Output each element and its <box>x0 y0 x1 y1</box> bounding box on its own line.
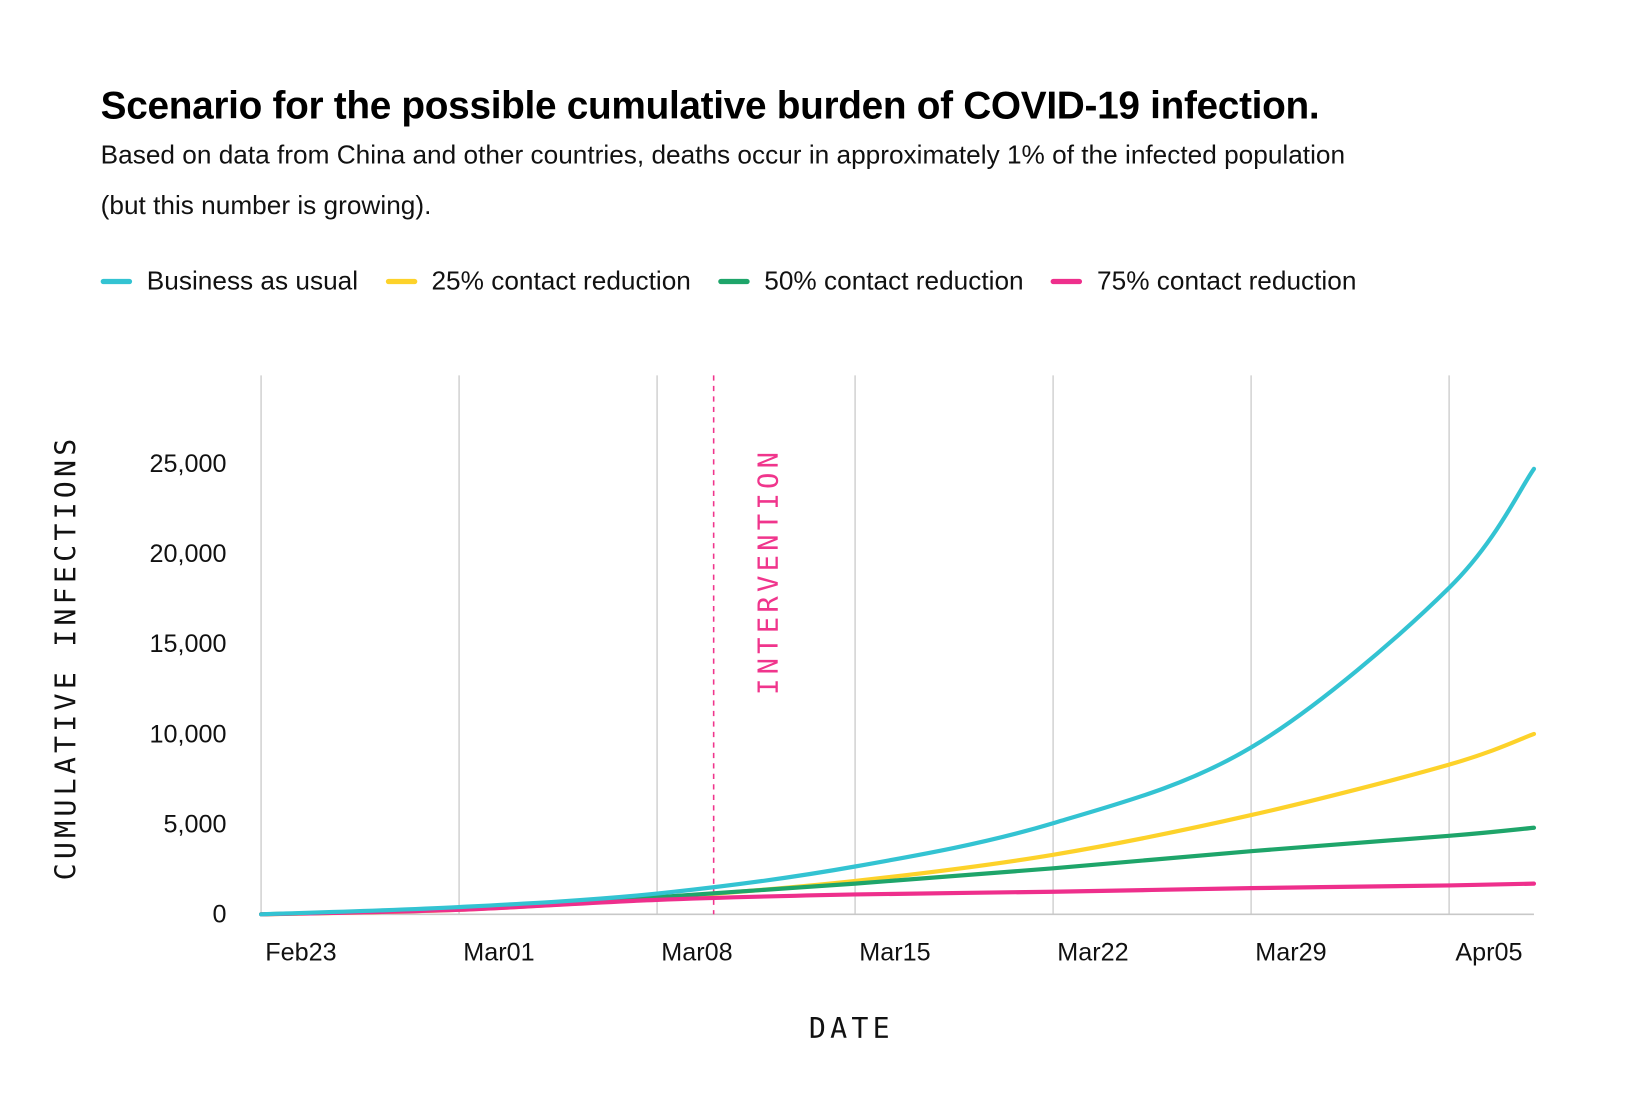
legend: Business as usual 25% contact reduction 50… <box>100 266 1384 296</box>
legend-swatch <box>100 278 133 285</box>
legend-swatch <box>1050 278 1083 285</box>
x-tick-label: Mar08 <box>661 938 732 966</box>
x-tick-label: Apr05 <box>1455 938 1522 966</box>
legend-item: Business as usual <box>100 266 359 296</box>
series-line-50-contact-reduction <box>258 825 1537 917</box>
chart-subtitle: Based on data from China and other count… <box>100 140 1346 221</box>
x-tick-label: Mar15 <box>859 938 930 966</box>
y-tick-label: 5,000 <box>164 811 227 839</box>
series-line-business-as-usual <box>258 466 1537 917</box>
x-tick-label: Mar01 <box>463 938 534 966</box>
legend-swatch <box>385 278 417 285</box>
y-tick-label: 0 <box>212 901 226 929</box>
legend-swatch <box>718 278 750 285</box>
series-line-75-contact-reduction <box>258 881 1537 917</box>
y-tick-label: 20,000 <box>150 540 227 568</box>
y-tick-label: 15,000 <box>150 630 227 658</box>
intervention-label: INTERVENTION <box>754 448 785 695</box>
chart-title: Scenario for the possible cumulative bur… <box>100 83 1320 127</box>
y-tick-label: 10,000 <box>150 720 227 748</box>
legend-item: 50% contact reduction <box>718 266 1024 296</box>
y-tick-label: 25,000 <box>150 450 227 478</box>
legend-label: 25% contact reduction <box>431 266 691 296</box>
legend-item: 75% contact reduction <box>1050 266 1357 296</box>
x-tick-label: Feb23 <box>265 938 336 966</box>
y-axis-label: CUMULATIVE INFECTIONS <box>49 434 82 880</box>
legend-item: 25% contact reduction <box>385 266 691 296</box>
legend-label: 75% contact reduction <box>1097 266 1357 296</box>
legend-label: 50% contact reduction <box>764 266 1024 296</box>
legend-label: Business as usual <box>146 266 359 296</box>
x-tick-label: Mar29 <box>1255 938 1326 966</box>
x-tick-label: Mar22 <box>1057 938 1128 966</box>
x-axis-label: DATE <box>809 1012 894 1045</box>
